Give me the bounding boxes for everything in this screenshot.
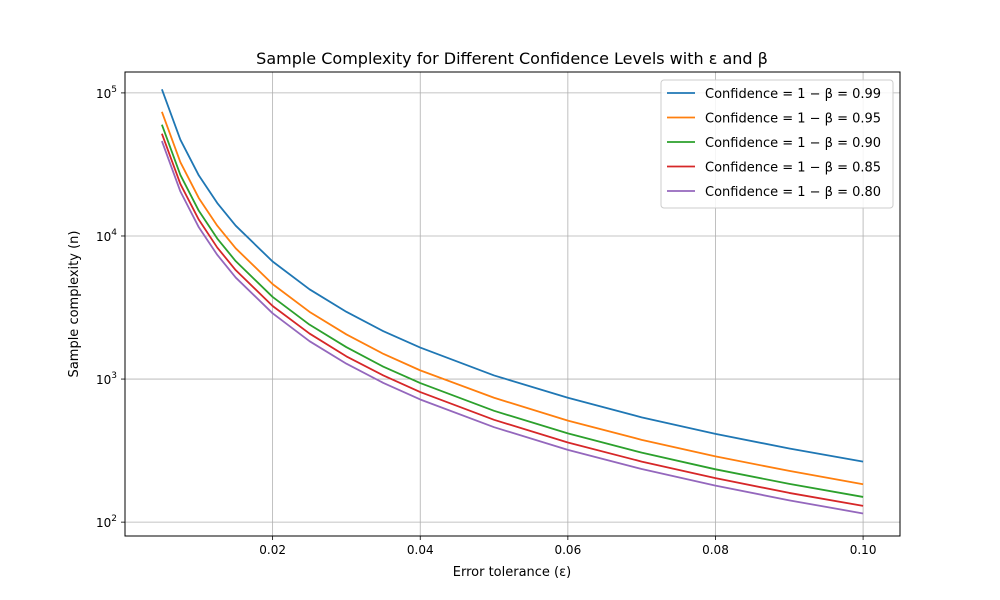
y-tick-label: 105 <box>96 85 117 101</box>
series-line-4 <box>161 140 864 515</box>
series-lines <box>161 88 864 515</box>
legend: Confidence = 1 − β = 0.99 Confidence = 1 … <box>660 79 894 209</box>
y-tick-exponent: 4 <box>111 228 117 238</box>
legend-label-1: Confidence = 1 − β = 0.95 <box>705 112 881 127</box>
x-tick-label: 0.04 <box>407 543 434 557</box>
legend-label-2: Confidence = 1 − β = 0.90 <box>705 136 881 151</box>
x-tick-label: 0.06 <box>554 543 581 557</box>
y-tick-exponent: 5 <box>111 85 117 95</box>
legend-label-4: Confidence = 1 − β = 0.80 <box>705 185 881 200</box>
x-tick-label: 0.08 <box>702 543 729 557</box>
legend-label-0: Confidence = 1 − β = 0.99 <box>705 87 881 102</box>
plot-frame <box>124 71 901 537</box>
y-tick-label: 102 <box>96 514 117 530</box>
y-tick-exponent: 2 <box>111 514 117 524</box>
series-line-2 <box>161 124 864 498</box>
y-tick-label: 104 <box>96 228 117 244</box>
x-tick-label: 0.02 <box>259 543 286 557</box>
y-tick-exponent: 3 <box>111 371 117 381</box>
legend-label-3: Confidence = 1 − β = 0.85 <box>705 161 881 176</box>
y-axis-label: Sample complexity (n) <box>67 231 82 378</box>
y-tick-base: 10 <box>96 516 111 530</box>
chart-title: Sample Complexity for Different Confiden… <box>256 49 768 68</box>
series-line-1 <box>161 111 864 486</box>
y-tick-base: 10 <box>96 373 111 387</box>
series-line-3 <box>161 133 864 507</box>
y-tick-label: 103 <box>96 371 117 387</box>
series-line-0 <box>161 88 864 463</box>
x-tick-label: 0.10 <box>850 543 877 557</box>
y-tick-base: 10 <box>96 230 111 244</box>
legend-box <box>660 79 894 209</box>
x-axis-label: Error tolerance (ε) <box>453 565 571 580</box>
x-axis: 0.02 0.04 0.06 0.08 0.10 <box>259 536 876 557</box>
y-tick-base: 10 <box>96 87 111 101</box>
